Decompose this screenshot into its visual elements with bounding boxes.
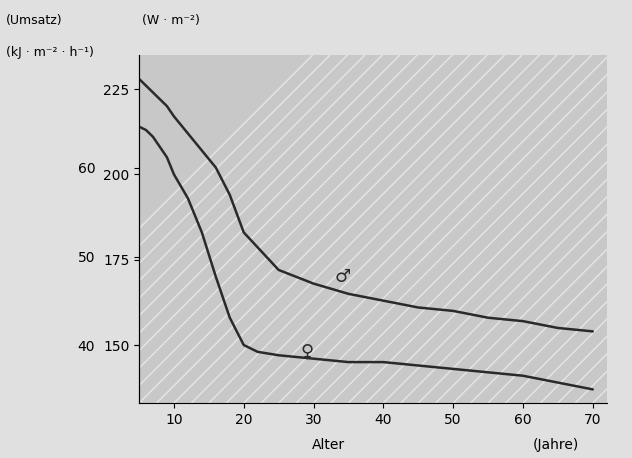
Text: Alter: Alter — [312, 438, 345, 452]
Text: ♂: ♂ — [334, 268, 351, 286]
Text: (Umsatz): (Umsatz) — [6, 14, 63, 27]
Text: (W · m⁻²): (W · m⁻²) — [142, 14, 200, 27]
Text: ♀: ♀ — [300, 343, 313, 361]
Text: (Jahre): (Jahre) — [533, 438, 580, 452]
Text: (kJ · m⁻² · h⁻¹): (kJ · m⁻² · h⁻¹) — [6, 46, 94, 59]
